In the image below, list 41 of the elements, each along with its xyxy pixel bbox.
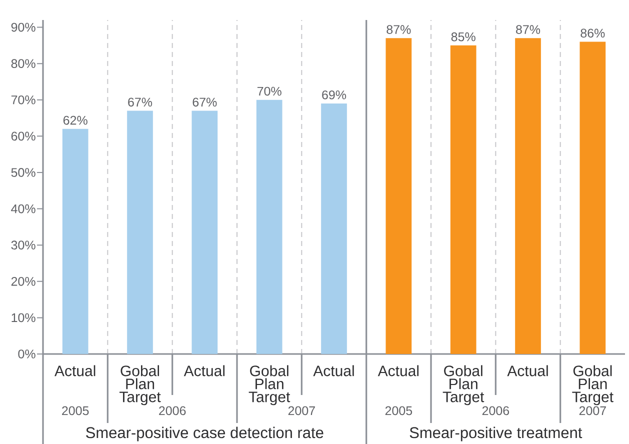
x-axis-title: Smear-positive treatment [410, 426, 582, 442]
text: 2005 [385, 406, 412, 416]
y-tick-label: 50% [11, 168, 36, 177]
y-tick-label: 80% [11, 59, 36, 68]
y-tick-label: 10% [12, 313, 36, 322]
y-tick-label: 90% [11, 22, 36, 32]
text: 2006 [482, 406, 510, 416]
x-tick-label: Actual [378, 365, 419, 376]
text: 2007 [288, 406, 315, 416]
bar [62, 128, 88, 354]
data-label: 87% [386, 25, 411, 34]
y-tick-label: 30% [11, 240, 36, 250]
x-tick-label: Actual [54, 365, 96, 376]
y-tick-label: 60% [11, 132, 36, 141]
x-tick-label: Gobal Plan Target [120, 365, 161, 406]
y-tick-label: 70% [11, 95, 36, 104]
y-tick-label: 20% [11, 276, 36, 286]
data-label: 87% [516, 25, 540, 34]
bar [127, 110, 153, 354]
x-tick-label: Actual [184, 365, 225, 376]
text: 2005 [62, 406, 89, 416]
text: 2007 [579, 406, 606, 416]
data-label: 67% [192, 98, 217, 107]
y-tick-label: 40% [11, 204, 36, 214]
data-label: 69% [322, 90, 346, 100]
data-label: 62% [63, 116, 88, 125]
text: 2006 [159, 406, 186, 416]
x-tick-label: Actual [313, 365, 354, 376]
bar [256, 100, 282, 354]
bar [192, 110, 218, 354]
data-label: 86% [580, 28, 605, 38]
x-tick-label: Gobal Plan Target [572, 365, 614, 406]
x-tick-label: Gobal Plan Target [442, 365, 484, 406]
data-label: 67% [128, 98, 152, 107]
y-tick-label: 0% [18, 350, 36, 358]
bar [321, 104, 347, 354]
data-label: 70% [257, 86, 282, 96]
x-tick-label: Actual [507, 365, 548, 376]
x-tick-label: Gobal Plan Target [248, 365, 290, 406]
x-axis-title: Smear-positive case detection rate [86, 426, 324, 442]
data-label: 85% [451, 32, 476, 42]
